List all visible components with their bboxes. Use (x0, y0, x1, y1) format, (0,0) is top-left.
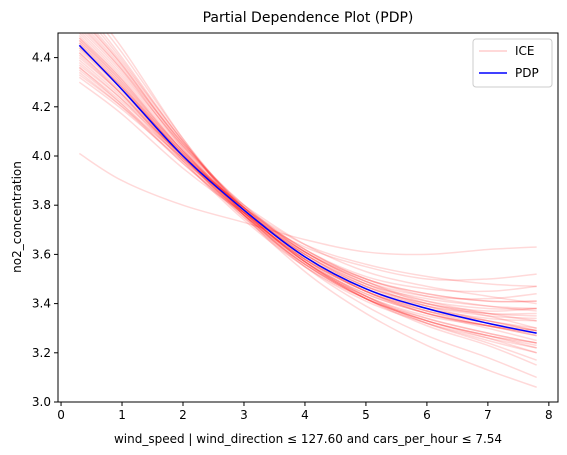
ice-line-4 (78, 74, 537, 305)
legend-frame (472, 38, 553, 88)
ice-line-11 (78, 49, 537, 329)
ice-line-21 (92, 33, 537, 347)
ice-line-24 (102, 33, 537, 379)
x-tick-label: 0 (57, 408, 65, 422)
ice-line-1 (78, 152, 537, 256)
x-tick-label: 5 (362, 408, 370, 422)
y-axis-label: no2_concentration (10, 161, 24, 273)
ice-line-20 (89, 33, 537, 300)
ice-line-14 (78, 42, 537, 322)
x-axis-label: wind_speed | wind_direction ≤ 127.60 and… (114, 432, 502, 446)
x-tick-label: 3 (240, 408, 248, 422)
y-tick-label: 4.4 (32, 51, 51, 65)
y-tick-label: 4.0 (32, 149, 51, 163)
ice-line-25 (106, 33, 537, 344)
y-tick-label: 3.6 (32, 247, 51, 261)
x-tick-label: 4 (301, 408, 309, 422)
y-tick-label: 3.8 (32, 198, 51, 212)
ice-line-39 (78, 71, 537, 303)
ice-line-27 (78, 52, 537, 344)
legend-ice-label: ICE (515, 44, 535, 58)
plot-frame (57, 32, 559, 403)
ice-line-34 (78, 54, 537, 334)
ice-line-37 (78, 34, 537, 332)
x-tick-label: 6 (423, 408, 431, 422)
ice-line-38 (93, 33, 537, 337)
y-axis: 3.0 3.2 3.4 3.6 3.8 4.0 4.2 4.4 (32, 51, 58, 409)
x-tick-label: 1 (118, 408, 126, 422)
ice-line-17 (78, 33, 537, 334)
legend: ICE PDP (472, 38, 553, 88)
ice-line-26 (110, 33, 537, 388)
ice-line-36 (78, 47, 537, 293)
ice-line-13 (78, 44, 537, 344)
ice-line-16 (78, 37, 537, 310)
ice-line-6 (78, 66, 537, 329)
ice-line-22 (95, 33, 537, 366)
x-tick-label: 2 (179, 408, 187, 422)
ice-line-30 (83, 33, 537, 303)
ice-line-40 (78, 42, 537, 315)
ice-line-28 (78, 59, 537, 312)
x-axis: 0 1 2 3 4 5 6 7 8 (57, 402, 553, 422)
ice-line-29 (78, 39, 537, 332)
x-tick-label: 8 (545, 408, 553, 422)
ice-line-2 (78, 81, 537, 281)
ice-line-15 (78, 39, 537, 349)
pdp-line-group (78, 44, 537, 334)
y-tick-label: 3.2 (32, 346, 51, 360)
legend-pdp-label: PDP (515, 66, 539, 80)
y-tick-label: 3.4 (32, 297, 51, 311)
ice-line-19 (85, 33, 537, 361)
ice-line-33 (78, 37, 537, 332)
chart-title: Partial Dependence Plot (PDP) (203, 10, 414, 26)
ice-line-7 (78, 64, 537, 354)
y-tick-label: 4.2 (32, 100, 51, 114)
x-tick-label: 7 (484, 408, 492, 422)
ice-line-18 (80, 33, 537, 320)
ice-lines (78, 33, 537, 388)
ice-line-5 (78, 69, 537, 322)
ice-line-9 (78, 57, 537, 312)
ice-line-3 (78, 76, 537, 288)
ice-line-8 (78, 61, 537, 349)
ice-line-10 (78, 52, 537, 337)
y-tick-label: 3.0 (32, 395, 51, 409)
pdp-line (78, 44, 537, 334)
ice-line-35 (87, 33, 537, 354)
